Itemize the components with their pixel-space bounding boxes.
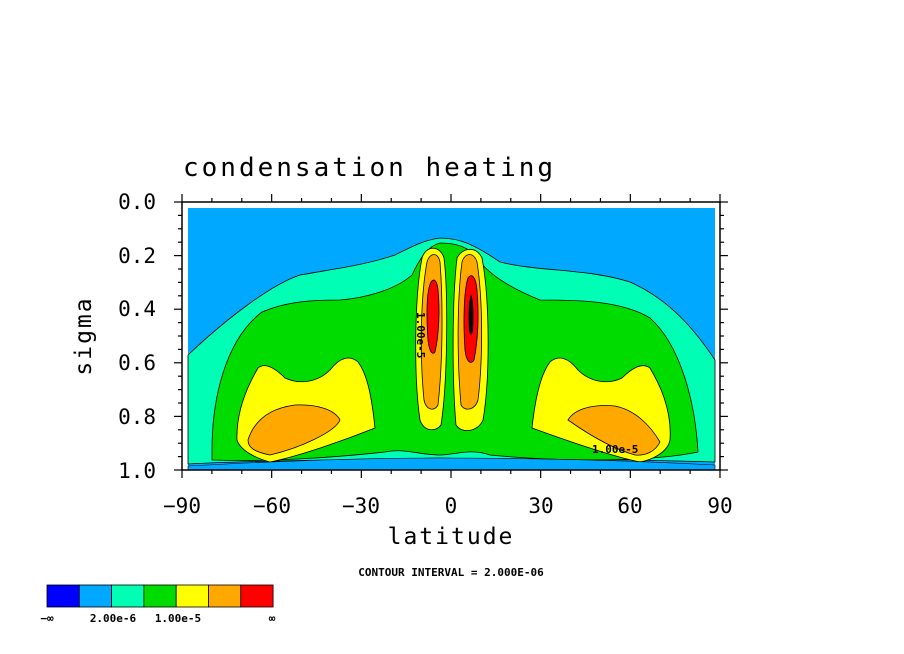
color-bar-swatch: [78, 584, 113, 608]
color-bar-label: 2.00e-6: [90, 612, 137, 625]
y-tick-labels: 0.0 0.2 0.4 0.6 0.8 1.0: [118, 190, 156, 483]
y-tick-label: 0.0: [118, 190, 156, 214]
color-bar-label: −∞: [40, 612, 54, 625]
x-tick-label: 90: [707, 494, 732, 518]
region-south-midlat-core: [247, 404, 341, 456]
region-equatorial-north-peak: [468, 294, 474, 335]
color-bar-labels: −∞ 2.00e-6 1.00e-5 ∞: [40, 612, 275, 625]
y-tick-label: 1.0: [118, 459, 156, 483]
color-bar-swatch: [46, 584, 80, 608]
region-surface-strip: [187, 457, 716, 471]
color-bar-swatch: [208, 584, 242, 608]
x-tick-label: 30: [528, 494, 553, 518]
x-tick-label: 0: [445, 494, 458, 518]
color-bar-swatch: [240, 584, 274, 608]
y-tick-label: 0.4: [118, 297, 156, 321]
color-bar-swatch: [111, 584, 145, 608]
chart-title: condensation heating: [183, 153, 556, 183]
contour-fill: [187, 208, 716, 471]
color-bar: [46, 584, 274, 608]
region-north-midlat-core: [567, 405, 661, 456]
color-bar-label: ∞: [269, 612, 276, 625]
x-tick-label: −30: [342, 494, 380, 518]
contour-interval-note: CONTOUR INTERVAL = 2.000E-06: [358, 566, 544, 579]
x-axis-label: latitude: [388, 524, 515, 550]
x-tick-labels: −90 −60 −30 0 30 60 90: [163, 494, 733, 518]
x-tick-label: −90: [163, 494, 201, 518]
axis-ticks: [174, 194, 728, 478]
y-tick-label: 0.6: [118, 351, 156, 375]
x-tick-label: −60: [253, 494, 291, 518]
y-tick-label: 0.2: [118, 244, 156, 268]
y-tick-label: 0.8: [118, 405, 156, 429]
contour-label-2: 1.00e-5: [592, 443, 638, 456]
color-bar-swatch: [143, 584, 177, 608]
color-bar-swatch: [175, 584, 209, 608]
region-equatorial-south-core: [426, 279, 440, 354]
y-axis-label: sigma: [71, 296, 97, 375]
x-tick-label: 60: [617, 494, 642, 518]
contour-label-1: 1.00e-5: [414, 312, 427, 358]
color-bar-label: 1.00e-5: [155, 612, 201, 625]
